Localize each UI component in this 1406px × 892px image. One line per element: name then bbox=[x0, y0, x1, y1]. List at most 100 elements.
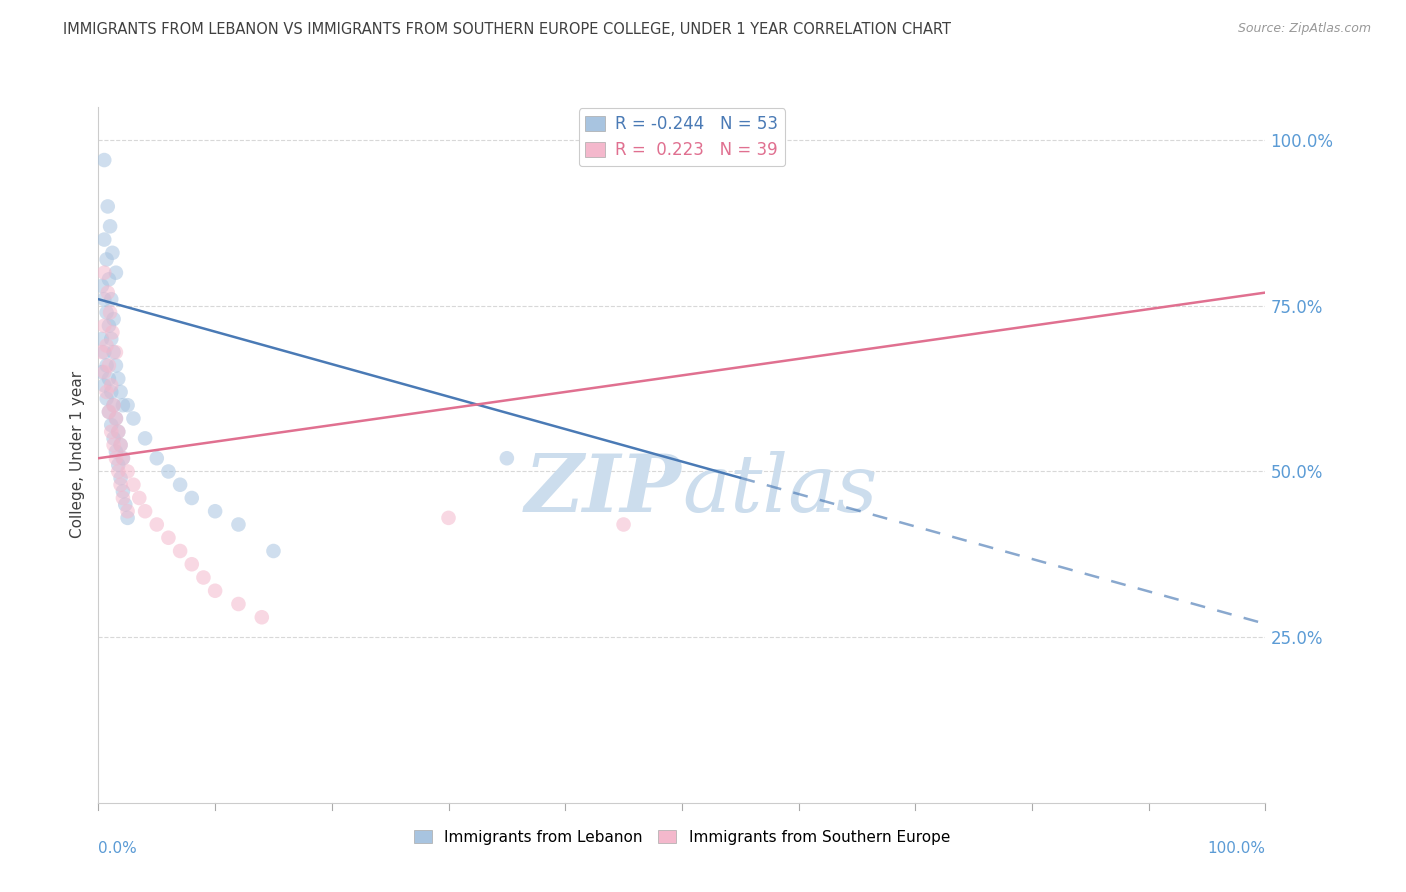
Point bbox=[103, 345, 125, 359]
Point bbox=[104, 345, 127, 359]
Point bbox=[117, 398, 139, 412]
Point bbox=[101, 326, 124, 340]
Point bbox=[107, 465, 129, 479]
Point bbox=[169, 477, 191, 491]
Point bbox=[97, 372, 120, 386]
Point bbox=[101, 245, 124, 260]
Text: 0.0%: 0.0% bbox=[98, 841, 138, 856]
Point bbox=[204, 504, 226, 518]
Point bbox=[180, 558, 202, 572]
Point bbox=[146, 517, 169, 532]
Point bbox=[100, 384, 122, 399]
Point bbox=[111, 451, 134, 466]
Point bbox=[110, 384, 132, 399]
Point bbox=[93, 345, 115, 359]
Point bbox=[97, 199, 120, 213]
Point bbox=[93, 233, 115, 247]
Point bbox=[110, 438, 132, 452]
Point bbox=[146, 451, 169, 466]
Point bbox=[96, 252, 118, 267]
Point bbox=[117, 511, 139, 525]
Point bbox=[103, 431, 125, 445]
Point bbox=[103, 438, 125, 452]
Point bbox=[204, 583, 226, 598]
Point bbox=[114, 498, 136, 512]
Point bbox=[111, 451, 134, 466]
Point bbox=[107, 372, 129, 386]
Point bbox=[496, 451, 519, 466]
Point bbox=[169, 544, 191, 558]
Point bbox=[103, 312, 125, 326]
Point bbox=[93, 292, 115, 306]
Point bbox=[228, 517, 250, 532]
Point bbox=[90, 332, 112, 346]
Point bbox=[117, 504, 139, 518]
Point bbox=[93, 318, 115, 333]
Point bbox=[134, 504, 156, 518]
Point bbox=[90, 345, 112, 359]
Point bbox=[96, 305, 118, 319]
Point bbox=[104, 444, 127, 458]
Point bbox=[157, 465, 180, 479]
Text: 100.0%: 100.0% bbox=[1208, 841, 1265, 856]
Point bbox=[110, 471, 132, 485]
Y-axis label: College, Under 1 year: College, Under 1 year bbox=[69, 371, 84, 539]
Point bbox=[104, 411, 127, 425]
Point bbox=[104, 411, 127, 425]
Point bbox=[128, 491, 150, 505]
Point bbox=[96, 359, 118, 373]
Point bbox=[180, 491, 202, 505]
Point bbox=[613, 517, 636, 532]
Point bbox=[100, 425, 122, 439]
Point bbox=[97, 359, 120, 373]
Point bbox=[104, 266, 127, 280]
Point bbox=[97, 318, 120, 333]
Point bbox=[111, 491, 134, 505]
Point bbox=[100, 378, 122, 392]
Point bbox=[100, 292, 122, 306]
Point bbox=[103, 398, 125, 412]
Point bbox=[110, 438, 132, 452]
Point bbox=[250, 610, 273, 624]
Point bbox=[104, 451, 127, 466]
Point bbox=[117, 465, 139, 479]
Point bbox=[98, 305, 121, 319]
Point bbox=[100, 418, 122, 433]
Point bbox=[90, 279, 112, 293]
Point bbox=[93, 153, 115, 167]
Point bbox=[107, 458, 129, 472]
Point bbox=[100, 332, 122, 346]
Legend: Immigrants from Lebanon, Immigrants from Southern Europe: Immigrants from Lebanon, Immigrants from… bbox=[408, 823, 956, 851]
Point bbox=[107, 425, 129, 439]
Point bbox=[90, 365, 112, 379]
Point bbox=[122, 477, 145, 491]
Point bbox=[104, 359, 127, 373]
Point bbox=[122, 411, 145, 425]
Text: atlas: atlas bbox=[682, 451, 877, 528]
Text: Source: ZipAtlas.com: Source: ZipAtlas.com bbox=[1237, 22, 1371, 36]
Point bbox=[103, 398, 125, 412]
Text: IMMIGRANTS FROM LEBANON VS IMMIGRANTS FROM SOUTHERN EUROPE COLLEGE, UNDER 1 YEAR: IMMIGRANTS FROM LEBANON VS IMMIGRANTS FR… bbox=[63, 22, 952, 37]
Point bbox=[193, 570, 215, 584]
Point bbox=[98, 219, 121, 234]
Point bbox=[96, 338, 118, 352]
Text: ZIP: ZIP bbox=[524, 451, 682, 528]
Point bbox=[228, 597, 250, 611]
Point bbox=[97, 405, 120, 419]
Point bbox=[157, 531, 180, 545]
Point bbox=[437, 511, 460, 525]
Point bbox=[110, 477, 132, 491]
Point bbox=[96, 392, 118, 406]
Point bbox=[134, 431, 156, 445]
Point bbox=[93, 266, 115, 280]
Point bbox=[111, 398, 134, 412]
Point bbox=[96, 384, 118, 399]
Point bbox=[97, 405, 120, 419]
Point bbox=[93, 378, 115, 392]
Point bbox=[97, 272, 120, 286]
Point bbox=[262, 544, 284, 558]
Point bbox=[107, 425, 129, 439]
Point bbox=[93, 365, 115, 379]
Point bbox=[97, 285, 120, 300]
Point bbox=[111, 484, 134, 499]
